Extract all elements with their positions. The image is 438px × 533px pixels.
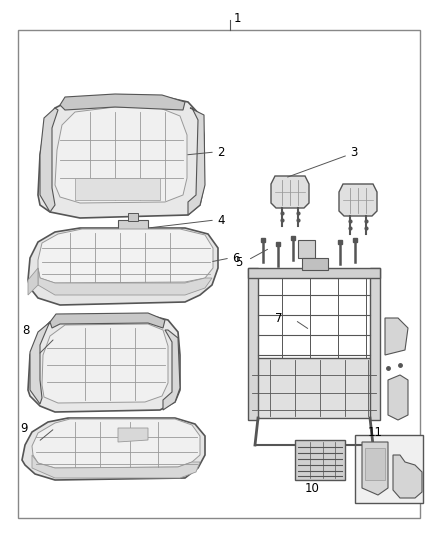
Polygon shape <box>295 440 345 480</box>
Polygon shape <box>38 268 212 295</box>
Text: 9: 9 <box>21 422 28 434</box>
Text: 1: 1 <box>234 12 241 25</box>
Polygon shape <box>370 268 380 420</box>
Polygon shape <box>339 184 377 216</box>
Text: 7: 7 <box>275 311 282 325</box>
Polygon shape <box>38 229 213 283</box>
Text: 11: 11 <box>367 425 382 439</box>
Polygon shape <box>40 108 58 212</box>
Polygon shape <box>362 442 388 495</box>
Text: 10: 10 <box>304 481 319 495</box>
Polygon shape <box>42 324 168 403</box>
Polygon shape <box>298 240 315 258</box>
Polygon shape <box>22 418 205 480</box>
Polygon shape <box>50 313 165 328</box>
Polygon shape <box>385 318 408 355</box>
Text: 8: 8 <box>23 324 30 336</box>
Polygon shape <box>60 94 185 110</box>
Polygon shape <box>188 108 205 215</box>
Bar <box>355 435 423 503</box>
Polygon shape <box>393 455 422 498</box>
Text: 6: 6 <box>232 252 240 264</box>
Text: 3: 3 <box>350 146 357 158</box>
Polygon shape <box>248 268 258 420</box>
Text: 5: 5 <box>235 255 242 269</box>
Text: 4: 4 <box>217 214 225 227</box>
Polygon shape <box>118 220 148 235</box>
Polygon shape <box>248 268 380 278</box>
Polygon shape <box>32 419 200 468</box>
Polygon shape <box>28 315 180 412</box>
Polygon shape <box>388 375 408 420</box>
Polygon shape <box>32 455 200 478</box>
Polygon shape <box>55 107 187 203</box>
Polygon shape <box>75 178 160 200</box>
Polygon shape <box>163 330 180 410</box>
Polygon shape <box>128 213 138 221</box>
Polygon shape <box>250 358 378 418</box>
Text: 2: 2 <box>217 146 225 158</box>
Polygon shape <box>302 258 328 270</box>
Polygon shape <box>271 176 309 208</box>
Polygon shape <box>28 228 218 305</box>
Polygon shape <box>365 448 385 480</box>
Polygon shape <box>30 322 50 404</box>
Polygon shape <box>38 95 204 218</box>
Polygon shape <box>118 428 148 442</box>
Polygon shape <box>28 268 38 295</box>
